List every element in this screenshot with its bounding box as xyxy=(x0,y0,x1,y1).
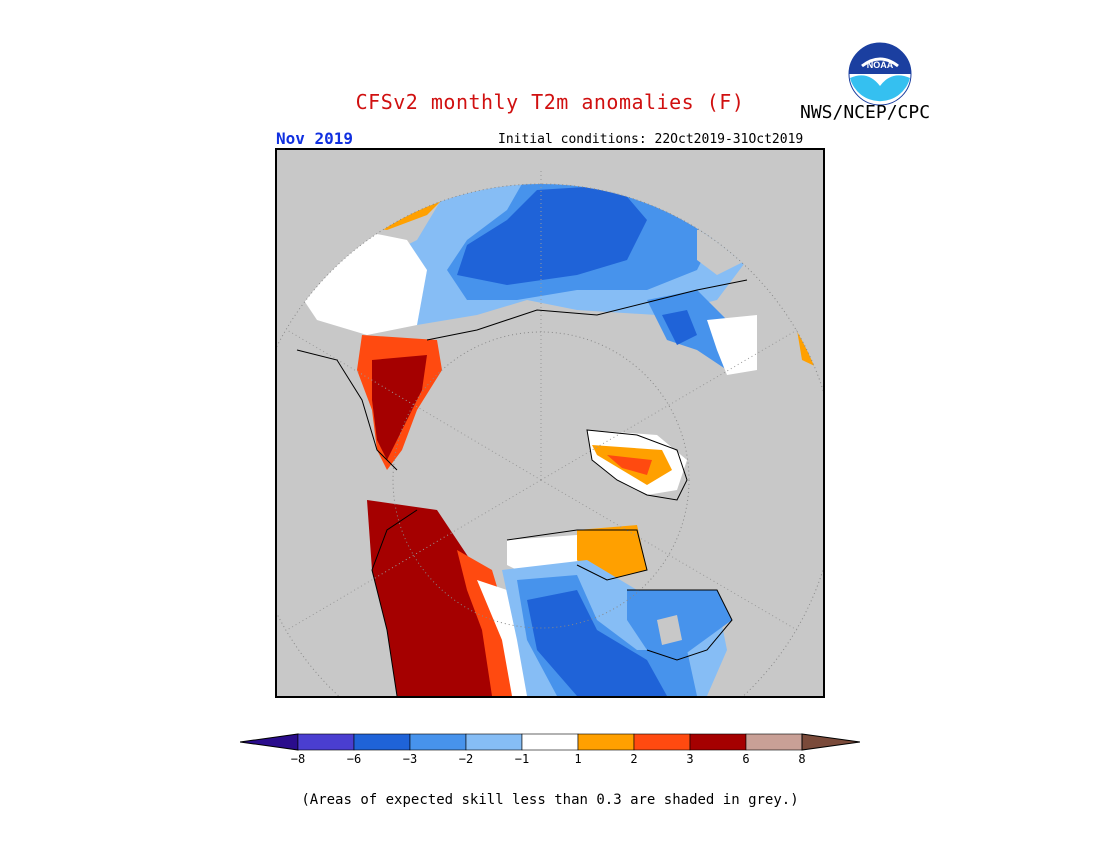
colorbar-segment xyxy=(240,733,299,751)
greenland-region-cold xyxy=(627,590,732,660)
atlantic-hot xyxy=(372,355,427,460)
meridian-line xyxy=(540,479,798,631)
colorbar-tick-label: 6 xyxy=(742,752,750,766)
colorbar-segment xyxy=(633,733,691,751)
colorbar-segment xyxy=(297,733,355,751)
colorbar-tick-label: −3 xyxy=(402,752,418,766)
greenland-grey xyxy=(657,615,682,645)
colorbar-segment xyxy=(745,733,803,751)
coastline xyxy=(296,349,418,696)
colorbar-segment xyxy=(465,733,523,751)
coastline xyxy=(506,529,648,581)
colorbar-tick-label: 2 xyxy=(630,752,638,766)
east-asia-cold-core xyxy=(662,310,697,345)
coastline xyxy=(586,429,688,501)
na-west-warm-edge xyxy=(457,550,517,696)
colorbar-tick-label: −1 xyxy=(514,752,530,766)
colorbar-segment xyxy=(353,733,411,751)
anomaly-fields xyxy=(297,184,823,696)
colorbar-tick-label: −2 xyxy=(458,752,474,766)
na-east-cold-center xyxy=(527,590,667,696)
siberia-cold-center xyxy=(457,185,647,285)
latitude-circle xyxy=(392,331,690,629)
europe-neutral xyxy=(297,230,427,335)
colorbar-tick-label: 3 xyxy=(686,752,694,766)
europe-warm-core xyxy=(372,184,432,215)
noaa-logo-icon: NOAA xyxy=(848,42,912,106)
anomaly-map-svg xyxy=(277,170,823,696)
skill-note: (Areas of expected skill less than 0.3 a… xyxy=(301,792,799,808)
na-west-warm xyxy=(367,500,507,696)
coastline xyxy=(426,279,748,341)
alaska-warm-core xyxy=(607,455,652,475)
colorbar-tick-label: 1 xyxy=(574,752,582,766)
europe-warm-hot xyxy=(377,195,407,218)
east-asia-neutral xyxy=(707,315,757,375)
colorbar-tick-label: 8 xyxy=(798,752,806,766)
colorbar xyxy=(240,733,860,751)
polar-map xyxy=(275,148,825,698)
colorbar-tick-label: −8 xyxy=(290,752,306,766)
colorbar-segment xyxy=(689,733,747,751)
colorbar-segment xyxy=(801,733,860,751)
colorbar-tick-label: −6 xyxy=(346,752,362,766)
pacific-warm xyxy=(797,330,823,370)
colorbar-segment xyxy=(521,733,579,751)
colorbar-segment xyxy=(577,733,635,751)
chart-title: CFSv2 monthly T2m anomalies (F) xyxy=(355,90,745,114)
agency-label: NWS/NCEP/CPC xyxy=(800,102,931,123)
colorbar-segment xyxy=(409,733,467,751)
meridian-line xyxy=(540,329,798,481)
noaa-logo-text: NOAA xyxy=(867,60,894,70)
initial-conditions: Initial conditions: 22Oct2019-31Oct2019 xyxy=(498,132,804,147)
coastline xyxy=(627,589,733,661)
forecast-month: Nov 2019 xyxy=(276,129,354,148)
